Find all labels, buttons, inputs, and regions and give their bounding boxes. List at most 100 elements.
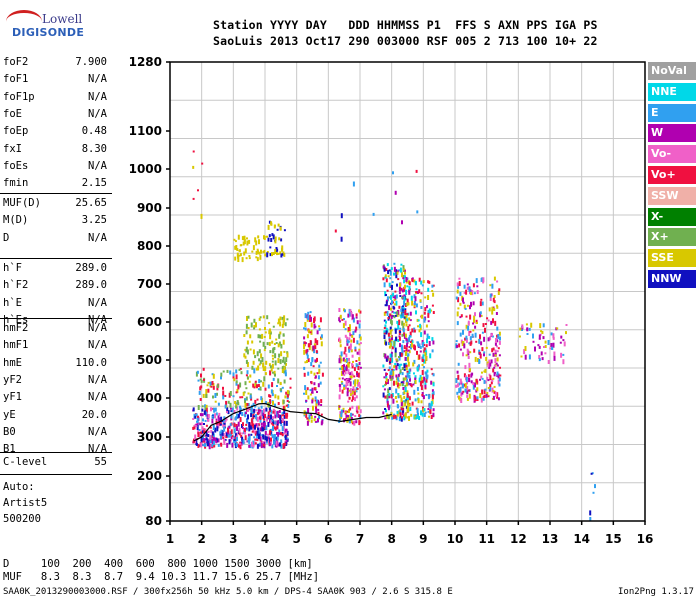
echo-point — [248, 422, 251, 427]
version-label: Ion2Png 1.3.17 — [618, 587, 694, 597]
echo-point — [286, 437, 289, 440]
echo-point — [251, 441, 253, 447]
echo-point — [265, 425, 268, 431]
echo-point — [271, 340, 274, 344]
echo-point — [560, 335, 563, 339]
echo-point — [320, 404, 323, 406]
echo-point — [340, 366, 343, 371]
echo-point — [428, 415, 431, 418]
echo-point — [227, 432, 230, 438]
echo-point — [389, 357, 392, 362]
echo-point — [563, 341, 566, 347]
echo-point — [236, 406, 239, 411]
echo-point — [341, 389, 344, 394]
param-value: N/A — [88, 373, 107, 386]
echo-point — [463, 291, 466, 294]
echo-point — [262, 408, 265, 413]
echo-point — [318, 368, 321, 374]
echo-point — [386, 397, 389, 403]
echo-point — [495, 345, 498, 348]
echo-point — [491, 335, 494, 338]
echo-point — [484, 327, 486, 333]
echo-point — [223, 426, 226, 432]
echo-point — [413, 329, 416, 333]
echo-point — [308, 345, 311, 351]
echo-point — [494, 320, 497, 326]
echo-point — [321, 419, 324, 424]
echo-point — [254, 430, 257, 436]
echo-point — [213, 444, 216, 448]
echo-point — [349, 312, 352, 317]
echo-point — [424, 296, 427, 299]
echo-point — [406, 416, 409, 419]
echo-point — [344, 359, 347, 363]
y-tick-label: 1100 — [129, 124, 162, 138]
echo-point — [310, 370, 313, 374]
echo-point — [276, 436, 279, 441]
echo-point — [305, 413, 308, 418]
echo-point — [428, 335, 431, 339]
echo-point — [318, 364, 321, 368]
echo-point — [406, 370, 409, 373]
echo-point — [303, 341, 306, 347]
echo-point — [313, 323, 316, 329]
echo-point — [268, 406, 271, 411]
echo-point — [420, 306, 423, 309]
echo-point — [424, 359, 427, 364]
echo-point — [245, 257, 248, 260]
echo-point — [253, 430, 256, 434]
echo-point — [347, 313, 350, 318]
echo-point — [392, 171, 394, 175]
echo-point — [480, 341, 483, 346]
echo-point — [407, 349, 410, 352]
echo-point — [424, 411, 427, 414]
echo-point — [271, 434, 274, 439]
echo-point — [547, 360, 550, 364]
echo-point — [212, 436, 215, 441]
echo-point — [273, 409, 276, 415]
echo-point — [406, 406, 409, 410]
echo-point — [464, 383, 467, 389]
echo-point — [420, 280, 423, 285]
echo-point — [392, 415, 395, 420]
echo-point — [307, 311, 310, 315]
echo-point — [384, 341, 386, 345]
echo-point — [357, 366, 360, 371]
echo-point — [432, 391, 435, 396]
echo-point — [222, 423, 225, 428]
echo-point — [215, 418, 218, 421]
echo-point — [430, 309, 432, 312]
echo-point — [469, 351, 472, 354]
echo-point — [464, 337, 467, 341]
echo-point — [285, 420, 288, 426]
echo-point — [251, 250, 254, 253]
echo-point — [262, 341, 265, 347]
x-tick-label: 16 — [637, 532, 654, 546]
echo-point — [272, 348, 275, 354]
echo-point — [467, 325, 470, 331]
echo-point — [240, 244, 243, 247]
echo-point — [408, 374, 411, 379]
echo-point — [254, 442, 257, 445]
echo-point — [491, 306, 494, 311]
echo-point — [352, 360, 354, 363]
echo-point — [263, 422, 266, 427]
echo-point — [320, 399, 323, 404]
echo-point — [486, 376, 489, 380]
echo-point — [397, 386, 400, 389]
echo-point — [350, 417, 353, 419]
echo-point — [285, 391, 288, 395]
echo-point — [423, 408, 426, 412]
param-name: C-level — [3, 456, 48, 468]
echo-point — [321, 372, 324, 377]
echo-point — [396, 328, 399, 331]
echo-point — [270, 437, 272, 442]
echo-point — [358, 309, 361, 313]
panel-separator — [0, 193, 112, 194]
echo-point — [463, 304, 466, 309]
echo-point — [201, 162, 204, 165]
echo-point — [358, 382, 360, 386]
echo-point — [498, 340, 501, 345]
echo-point — [540, 330, 543, 333]
echo-point — [203, 423, 205, 425]
